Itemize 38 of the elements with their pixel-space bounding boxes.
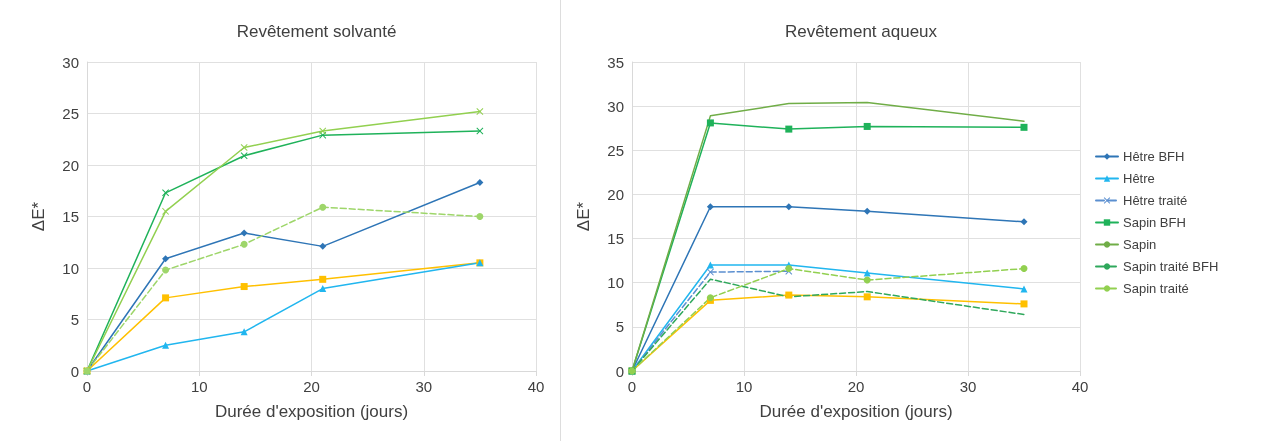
- x-tick-label: 10: [735, 378, 753, 395]
- x-axis-title: Durée d'exposition (jours): [759, 402, 953, 421]
- y-tick-label: 5: [70, 311, 79, 328]
- chart-title: Revêtement solvanté: [236, 22, 397, 41]
- chart-title: Revêtement aqueux: [784, 22, 938, 41]
- y-tick-label: 10: [607, 274, 624, 292]
- x-tick-label: 10: [190, 378, 208, 395]
- legend-label: Hêtre BFH: [1123, 149, 1185, 164]
- x-tick-label: 30: [959, 378, 977, 395]
- x-tick-label: 20: [303, 378, 320, 395]
- y-tick-label: 5: [615, 318, 624, 336]
- y-tick-label: 25: [607, 141, 624, 159]
- legend-label: Sapin: [1123, 237, 1157, 252]
- y-axis-title: ΔE*: [29, 201, 48, 232]
- x-axis-title: Durée d'exposition (jours): [214, 402, 409, 421]
- x-tick-label: 30: [415, 378, 433, 395]
- y-tick-label: 0: [615, 362, 624, 380]
- y-tick-label: 30: [607, 97, 624, 115]
- x-tick-label: 0: [82, 378, 92, 395]
- legend-label: Sapin BFH: [1123, 215, 1186, 230]
- y-tick-label: 25: [62, 105, 79, 122]
- legend-label: Sapin traité BFH: [1123, 259, 1219, 274]
- legend-label: Sapin traité: [1123, 281, 1189, 296]
- y-tick-label: 0: [70, 362, 79, 380]
- legend-label: Hêtre traité: [1123, 193, 1188, 208]
- y-tick-label: 35: [607, 53, 624, 71]
- legend-label: Hêtre: [1123, 171, 1155, 186]
- y-tick-label: 15: [607, 230, 624, 248]
- y-tick-label: 20: [607, 185, 624, 203]
- y-tick-label: 10: [62, 259, 79, 277]
- y-axis-title: ΔE*: [574, 201, 593, 232]
- x-tick-label: 40: [1071, 378, 1089, 395]
- y-tick-label: 20: [62, 156, 79, 174]
- x-tick-label: 40: [527, 378, 545, 395]
- y-tick-label: 15: [62, 208, 79, 225]
- x-tick-label: 20: [847, 378, 865, 395]
- y-tick-label: 30: [62, 53, 79, 71]
- x-tick-label: 0: [627, 378, 637, 395]
